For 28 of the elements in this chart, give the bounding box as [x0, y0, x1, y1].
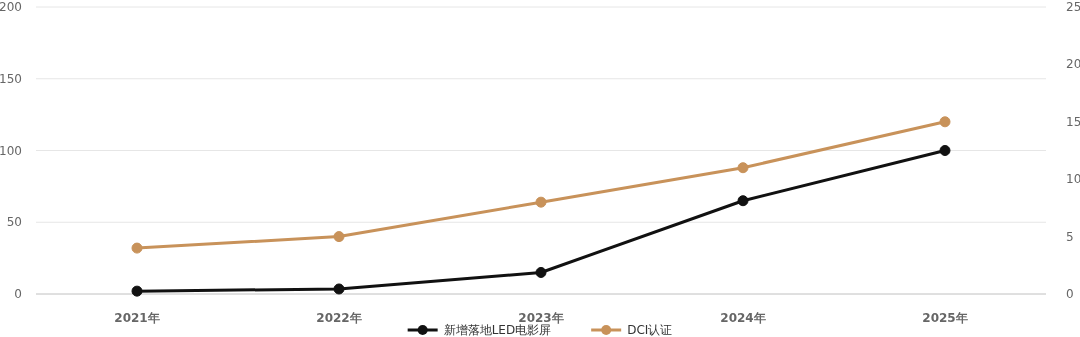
legend-label: DCI认证 — [627, 323, 673, 337]
legend-label: 新增落地LED电影屏 — [443, 323, 552, 337]
x-tick-label: 2025年 — [922, 311, 968, 325]
point — [939, 145, 951, 156]
point — [131, 242, 143, 254]
point — [535, 266, 547, 278]
x-tick-label: 2023年 — [518, 311, 564, 325]
point — [939, 116, 951, 128]
y-tick-label: 100 — [0, 143, 22, 158]
point — [737, 162, 749, 174]
y2-tick-label: 25 — [1066, 0, 1080, 14]
y-tick-label: 200 — [0, 0, 22, 14]
point — [737, 195, 749, 207]
y2-tick-label: 20 — [1066, 57, 1080, 72]
x-tick-label: 2024年 — [720, 311, 766, 325]
point — [333, 283, 345, 295]
y2-tick-label: 5 — [1066, 229, 1074, 244]
y-tick-label: 0 — [14, 287, 22, 301]
y-tick-label: 50 — [6, 215, 22, 230]
point — [333, 231, 345, 243]
point — [131, 285, 143, 297]
y2-tick-label: 10 — [1066, 172, 1080, 187]
point — [535, 196, 547, 208]
y2-tick-label: 15 — [1066, 114, 1080, 129]
x-tick-label: 2021年 — [114, 311, 160, 325]
y2-tick-label: 0 — [1066, 287, 1074, 301]
x-tick-label: 2022年 — [316, 311, 362, 325]
y-tick-label: 150 — [0, 71, 22, 86]
